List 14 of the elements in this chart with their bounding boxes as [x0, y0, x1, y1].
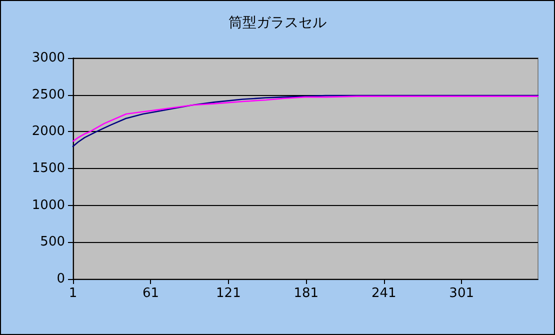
- x-tick-label: 121: [216, 286, 241, 301]
- x-tick-label: 301: [449, 286, 474, 301]
- x-tick-label: 1: [68, 286, 78, 301]
- x-tick-label: 241: [371, 286, 396, 301]
- y-tick-label: 2000: [32, 124, 65, 140]
- chart-title: 筒型ガラスセル: [228, 15, 326, 31]
- x-tick-label: 61: [142, 286, 159, 301]
- y-tick-label: 2500: [32, 87, 65, 102]
- y-tick-label: 0: [56, 272, 65, 286]
- x-tick-label: 181: [294, 286, 319, 301]
- y-tick-label: 3000: [32, 50, 65, 66]
- y-tick-label: 1000: [32, 198, 65, 213]
- y-tick-label: 1500: [32, 161, 65, 176]
- y-tick-label: 500: [40, 234, 65, 250]
